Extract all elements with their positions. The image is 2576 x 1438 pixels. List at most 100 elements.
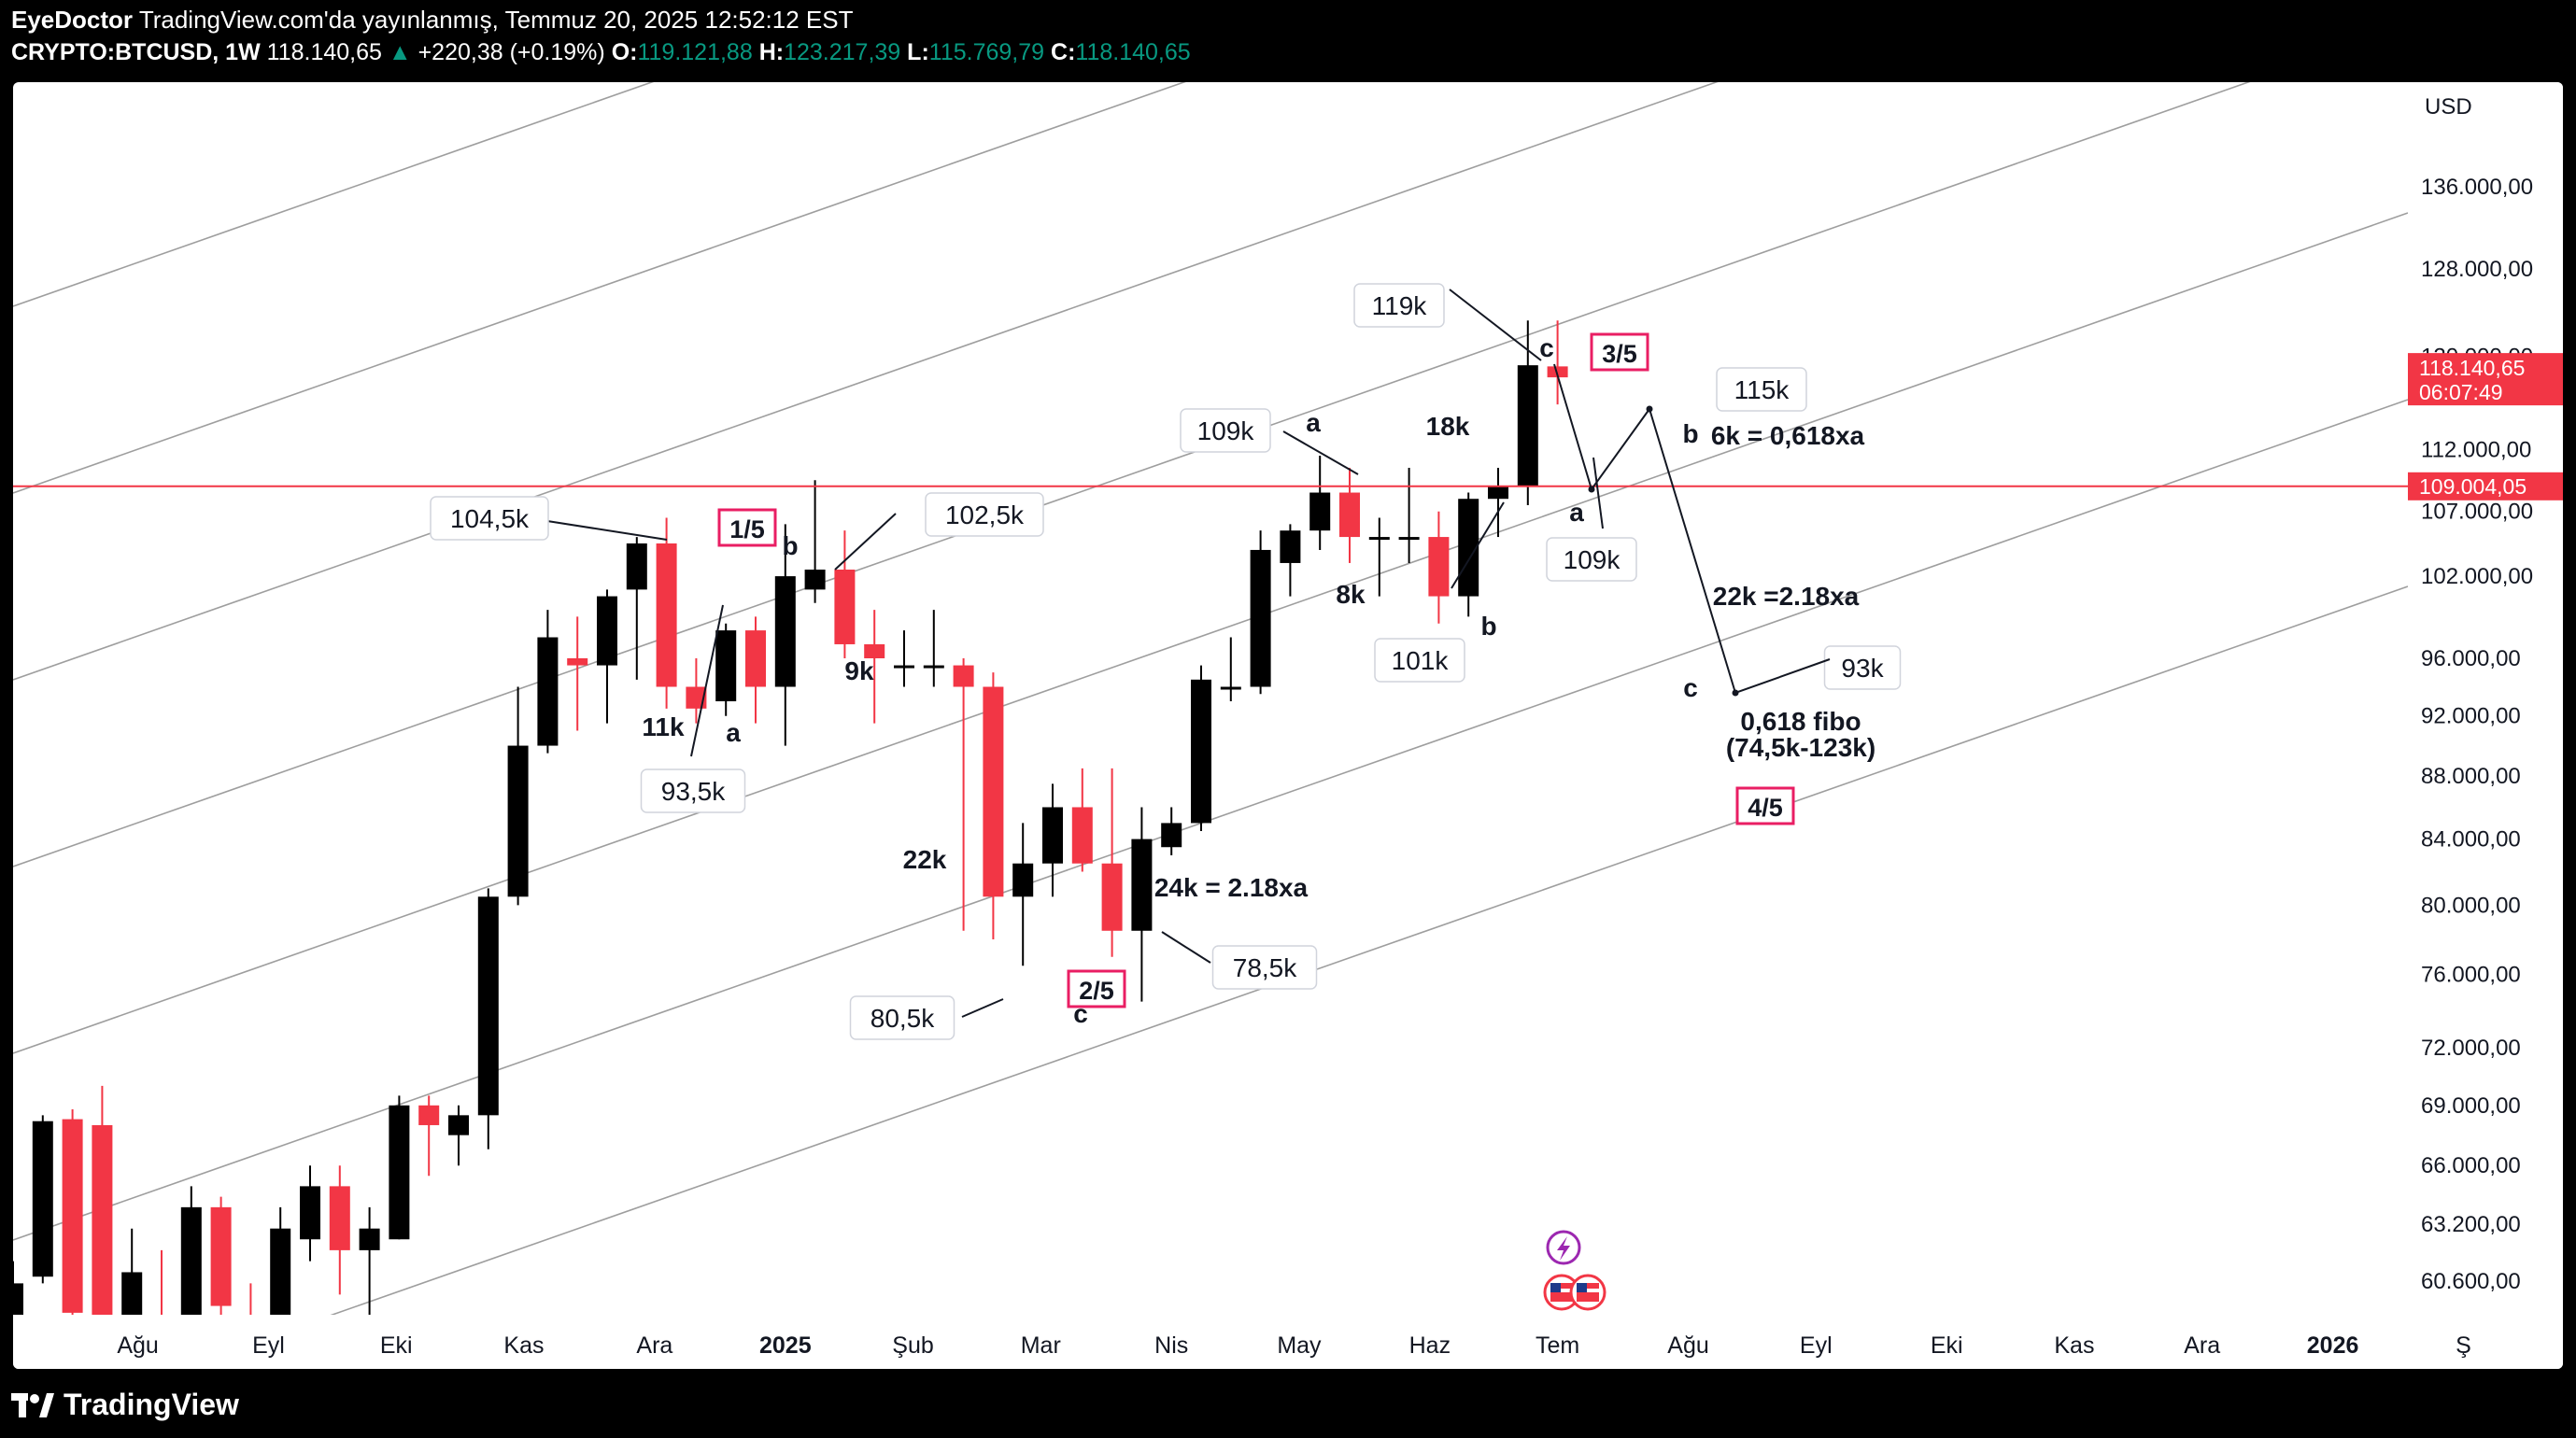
price-tick: 72.000,00 [2421,1036,2521,1061]
candle [1488,468,1508,538]
projection-path [1553,363,1831,695]
price-tick: 66.000,00 [2421,1153,2521,1178]
time-tick: Ağu [117,1332,158,1359]
candle [567,616,588,731]
tradingview-logo[interactable]: TradingView [11,1388,239,1422]
chart-header: EyeDoctor TradingView.com'da yayınlanmış… [0,0,2576,80]
price-callout: 93k [1823,645,1902,690]
candle-body [32,1121,53,1277]
candle [983,672,1004,940]
last-price-bg [2408,353,2563,406]
candle [1101,768,1123,957]
chart-area[interactable]: 104,5k 102,5k 93,5k 80,5k 78,5k 109k 119k 101k 1… [13,82,2563,1369]
candle-body [745,630,766,687]
wave-count-label: 3/5 [1590,332,1649,372]
channel-line [13,82,655,307]
candle [774,524,796,746]
wave-label: b [1682,419,1698,448]
candle-body [1309,492,1331,531]
candle-body [1547,366,1568,378]
candle-body [923,665,944,669]
time-tick: Ağu [1667,1332,1708,1359]
candle [1280,524,1301,597]
fibo-text: 0,618 fibo [1740,707,1861,736]
flag-stripe-white [1577,1289,1599,1292]
publish-info: TradingView.com'da yayınlanmış, Temmuz 2… [138,6,854,34]
candle-body [1517,365,1538,486]
callout-text: 109k [1564,545,1621,574]
price-tick: 88.000,00 [2421,764,2521,789]
candle-body [567,657,588,666]
symbol-line: CRYPTO:BTCUSD, 1W 118.140,65 ▲ +220,38 (… [11,39,1191,66]
price-tick: 69.000,00 [2421,1093,2521,1119]
candle [953,657,974,931]
close-value: 118.140,65 [1075,39,1191,65]
wave-count-label: 4/5 [1735,786,1795,825]
count-box [717,508,777,547]
candle-body [448,1115,469,1135]
candle-body [1280,530,1301,563]
candle [359,1206,380,1330]
high-label: H: [758,39,785,65]
pointer-line [690,604,724,757]
us-flag-events-icon [1543,1274,1606,1311]
candle [834,530,856,658]
candle-body [537,637,559,746]
count-text: 1/5 [729,515,765,543]
candle-body [1428,537,1450,597]
pointer-line [1592,457,1604,529]
candle-body [1191,679,1211,824]
candle-body [1398,537,1420,541]
channel-line [176,585,2409,1369]
pointer-line [1282,430,1359,475]
time-tick: Ara [2184,1332,2220,1359]
callout-text: 115k [1734,375,1790,404]
candle-body [656,543,677,687]
price-tick: 63.200,00 [2421,1212,2521,1237]
wave-count-label: 1/5 [717,508,777,547]
candle [864,610,885,724]
candle-body [774,576,796,687]
callout-text: 102,5k [945,500,1025,529]
price-callout: 101k [1374,638,1465,683]
price-callout: 115k [1716,367,1807,412]
candle [686,657,707,724]
last-price: 118.140,65 [266,39,382,65]
wave-label: a [1569,498,1584,527]
callout-box [1374,638,1465,683]
chart-canvas[interactable]: 104,5k 102,5k 93,5k 80,5k 78,5k 109k 119k 101k 1… [13,82,2563,1369]
callout-text: 101k [1392,646,1450,675]
candle-body [92,1124,113,1318]
lightning-icon [1546,1230,1581,1265]
candle [329,1165,350,1295]
candle-body [389,1105,410,1240]
ratio-text: 22k =2.18xa [1713,582,1860,611]
count-text: 3/5 [1602,340,1637,368]
candle [894,630,914,687]
symbol-label[interactable]: CRYPTO:BTCUSD, 1W [11,39,261,65]
price-tick: 112.000,00 [2421,437,2531,462]
price-tick: 76.000,00 [2421,963,2521,988]
time-tick: Kas [2054,1332,2094,1359]
time-tick: Şub [892,1332,933,1359]
flag-canton [1550,1283,1561,1292]
pointer-line [1451,501,1505,589]
price-tick: 84.000,00 [2421,827,2521,853]
wave-label: a [726,718,741,747]
candle [389,1095,410,1240]
author-name[interactable]: EyeDoctor [11,6,134,34]
callout-box [1823,645,1902,690]
candle [1161,807,1182,855]
price-callout: 104,5k [430,496,549,541]
wave-label: c [1683,673,1698,702]
high-value: 123.217,39 [784,39,901,65]
time-tick: Nis [1154,1332,1188,1359]
candle [1339,468,1360,563]
flag-stripe-white [1550,1289,1573,1292]
pointer-line [834,513,897,571]
move-label: 18k [1426,412,1470,441]
callout-text: 80,5k [870,1004,935,1033]
price-change: +220,38 (+0.19%) [418,39,605,65]
candle [477,888,499,1149]
